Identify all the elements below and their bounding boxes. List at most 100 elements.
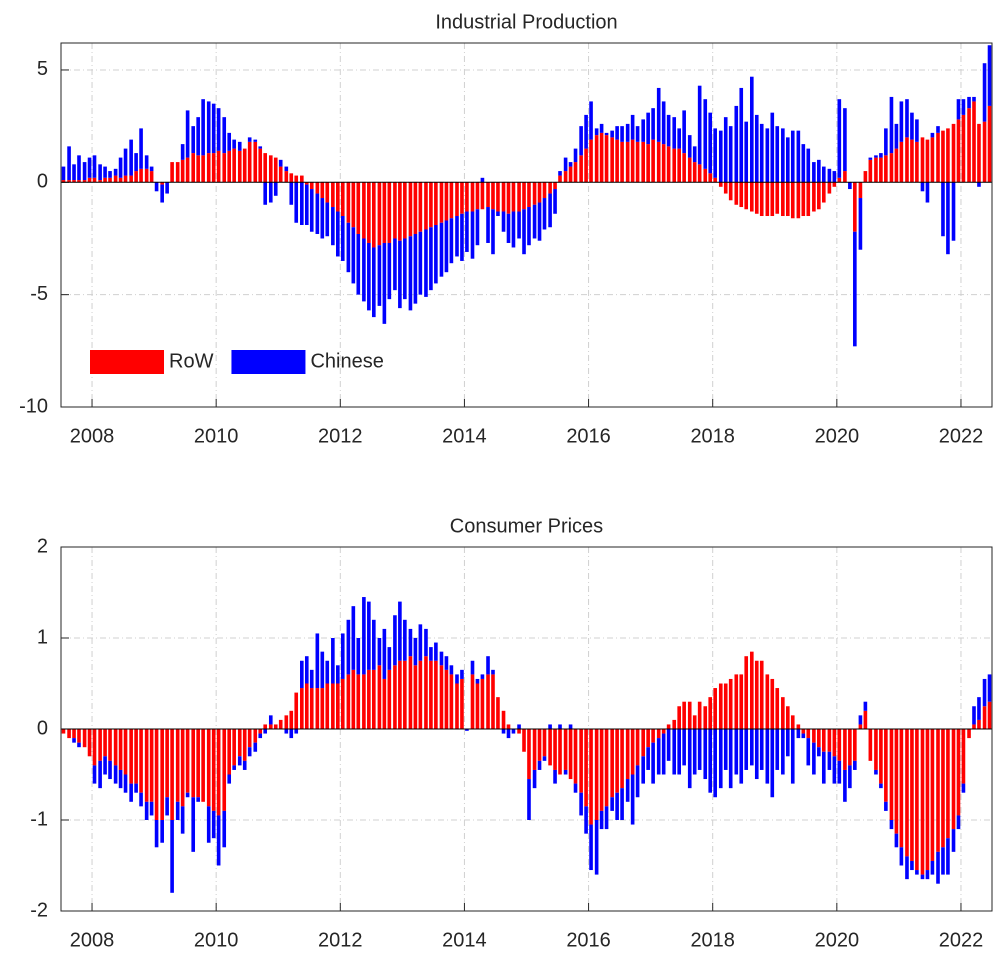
y-tick-label: 5 [37, 58, 48, 80]
bar [129, 175, 133, 183]
bar [946, 182, 950, 255]
bar [180, 144, 185, 160]
bar [641, 141, 645, 183]
bar [666, 724, 671, 729]
bar [434, 182, 438, 225]
bar [785, 182, 790, 217]
bar [72, 738, 76, 743]
bar [894, 833, 899, 848]
bar [372, 619, 376, 670]
bar [268, 715, 273, 725]
bar [594, 729, 599, 820]
bar [289, 710, 294, 729]
bar [982, 678, 987, 707]
bar [278, 719, 283, 729]
bar [801, 182, 806, 217]
bar [424, 182, 428, 230]
bar [563, 157, 568, 172]
bar [253, 742, 258, 752]
bar [951, 123, 956, 183]
bar [154, 820, 159, 848]
bar [630, 729, 635, 775]
bar [967, 96, 971, 109]
bar [108, 171, 112, 178]
bar [82, 729, 87, 748]
bar [408, 628, 413, 657]
bar [620, 126, 624, 142]
bar [356, 674, 361, 729]
bar [470, 182, 475, 212]
bar [548, 193, 552, 228]
bar [185, 110, 190, 158]
bar [635, 729, 640, 766]
bar [72, 729, 76, 739]
bar [491, 669, 495, 675]
bar [123, 729, 128, 775]
bar [170, 162, 174, 183]
bar [610, 137, 614, 183]
bar [770, 112, 775, 183]
bar [134, 153, 138, 172]
bar [268, 155, 273, 183]
bar [821, 166, 826, 183]
bar [118, 729, 123, 770]
bar [599, 123, 604, 133]
bar [770, 729, 775, 798]
bar [589, 729, 593, 825]
axes-box [60, 42, 993, 408]
bar [563, 729, 568, 770]
bar [82, 180, 87, 183]
bar [331, 683, 335, 729]
bar [713, 688, 717, 729]
bar [553, 729, 557, 770]
bar [460, 669, 464, 679]
bar [817, 729, 821, 748]
bar [651, 139, 655, 183]
bar [522, 729, 526, 752]
bar [517, 211, 521, 239]
bar [723, 117, 728, 183]
bar [796, 724, 801, 729]
bar [785, 137, 790, 183]
bar [801, 729, 806, 734]
bar [206, 806, 211, 843]
bar [170, 729, 174, 820]
bar [398, 182, 402, 241]
bar [92, 177, 97, 183]
bar [620, 729, 624, 789]
bar [273, 157, 278, 183]
bar [501, 211, 506, 232]
bar [584, 148, 588, 183]
bar [579, 792, 583, 816]
bar [677, 148, 681, 183]
bar [247, 729, 252, 748]
bar [661, 729, 666, 734]
bar [832, 729, 837, 757]
bar [692, 715, 697, 729]
bar [160, 820, 164, 843]
bar [362, 597, 366, 675]
bar [160, 184, 164, 203]
bar [480, 674, 485, 679]
bar [480, 177, 485, 183]
bar [879, 729, 883, 784]
bar [604, 132, 609, 136]
bar [687, 729, 692, 789]
bar [139, 729, 143, 793]
bar [185, 157, 190, 183]
bar [294, 175, 299, 183]
bar [843, 171, 847, 183]
bar [558, 724, 562, 729]
bar [853, 729, 857, 761]
bar [465, 182, 469, 212]
bar [289, 729, 294, 739]
bar [501, 710, 506, 729]
bar [408, 182, 413, 237]
bar [196, 155, 200, 183]
bars [61, 45, 992, 347]
bar [98, 164, 102, 181]
bar [858, 724, 863, 729]
bar [367, 669, 371, 729]
bar [103, 729, 107, 757]
bar [315, 193, 320, 234]
